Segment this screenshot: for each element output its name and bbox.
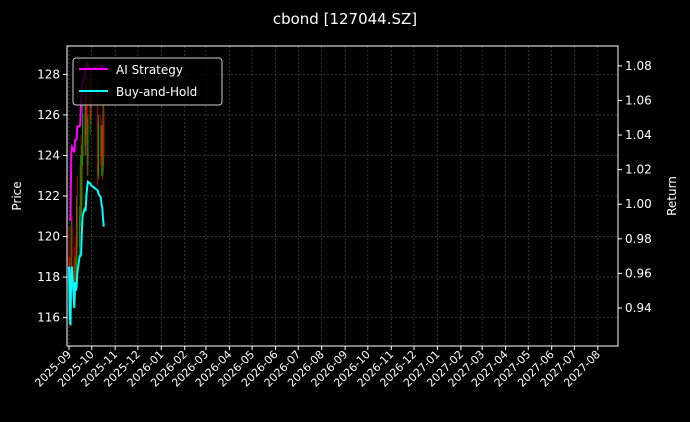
- y-tick-label-left: 118: [37, 270, 60, 284]
- y-axis-left-label: Price: [10, 181, 24, 210]
- y-tick-label-right: 1.02: [625, 163, 652, 177]
- axes: 2025-092025-102025-112025-122026-012026-…: [32, 59, 651, 390]
- candle-body: [85, 94, 88, 126]
- candle-body: [101, 135, 103, 172]
- candle-body: [75, 206, 78, 278]
- candle-body: [68, 256, 70, 267]
- y-tick-label-right: 1.04: [625, 128, 652, 142]
- y-tick-label-left: 122: [37, 189, 60, 203]
- candle-body: [82, 114, 84, 156]
- candle-body: [85, 94, 87, 146]
- candle-body: [70, 226, 72, 278]
- candle-body: [97, 114, 99, 176]
- candle-body: [103, 110, 105, 156]
- candle-body: [76, 206, 78, 247]
- y-tick-label-left: 126: [37, 108, 60, 122]
- y-tick-label-left: 120: [37, 230, 60, 244]
- y-tick-label-right: 1.08: [625, 59, 652, 73]
- candle-body: [75, 266, 77, 278]
- chart-title: cbond [127044.SZ]: [273, 10, 417, 28]
- candle-body: [86, 125, 88, 166]
- candle-body: [71, 226, 73, 257]
- legend-box: [72, 57, 223, 106]
- candle-body: [78, 216, 81, 247]
- y-axis-right-label: Return: [665, 176, 679, 216]
- candle-body: [102, 110, 104, 172]
- candle-body: [100, 135, 103, 156]
- legend: AI Strategy Buy-and-Hold: [72, 57, 223, 106]
- y-tick-label-right: 1.00: [625, 197, 652, 211]
- legend-label-ai-strategy: AI Strategy: [116, 63, 183, 77]
- y-tick-label-right: 0.98: [625, 232, 652, 246]
- y-tick-label-right: 0.94: [625, 301, 652, 315]
- y-tick-label-right: 1.06: [625, 93, 652, 107]
- candle-body: [73, 256, 75, 298]
- y-tick-label-left: 124: [37, 148, 60, 162]
- candle-body: [100, 125, 102, 156]
- candle-body: [87, 118, 89, 166]
- series-line-buy-and-hold: [68, 179, 105, 326]
- candle-body: [97, 125, 100, 176]
- y-tick-label-left: 116: [37, 311, 60, 325]
- candle-body: [84, 114, 86, 146]
- y-tick-label-right: 0.96: [625, 266, 652, 280]
- candle-body: [80, 165, 82, 207]
- candle-body: [81, 155, 83, 207]
- candle-body: [79, 165, 81, 217]
- y-tick-label-left: 128: [37, 67, 60, 81]
- legend-label-buy-and-hold: Buy-and-Hold: [116, 85, 197, 99]
